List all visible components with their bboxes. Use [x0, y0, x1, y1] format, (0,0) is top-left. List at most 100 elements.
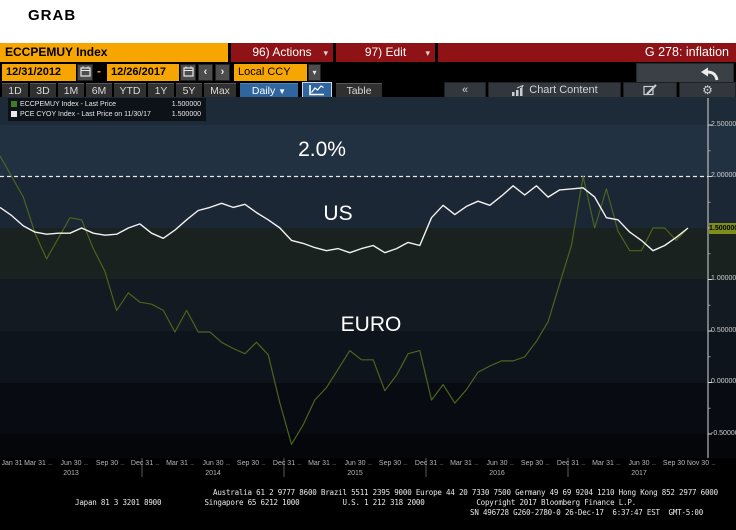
settings-button[interactable]: ⚙: [679, 82, 736, 98]
legend-label: ECCPEMUY Index - Last Price: [20, 100, 116, 108]
edit-menu-button[interactable]: 97) Edit ▾: [336, 43, 435, 62]
x-tick-label: Jun 30: [628, 460, 655, 467]
period-button-1d[interactable]: 1D: [2, 82, 28, 98]
chevron-down-icon: ▾: [323, 48, 328, 58]
chart-content-button[interactable]: Chart Content: [488, 82, 621, 98]
period-button-ytd[interactable]: YTD: [114, 82, 146, 98]
chart-background-band: [0, 383, 736, 434]
calendar-icon[interactable]: [77, 64, 93, 81]
period-button-6m[interactable]: 6M: [86, 82, 112, 98]
gear-icon: ⚙: [702, 83, 713, 97]
chart-toolbar-row: 1D 3D 1M 6M YTD 1Y 5Y Max Daily ▼ Table …: [0, 82, 736, 98]
series-line-euro: [0, 155, 689, 445]
y-tick-label: 2.500000: [711, 120, 736, 128]
chart-annotation: EURO: [340, 313, 402, 336]
chart-function-title: G 278: inflation: [438, 43, 736, 62]
chevron-down-icon: ▼: [278, 86, 287, 96]
x-tick-label: Jun 30: [60, 460, 87, 467]
footer-session-line: SN 496728 G260-2780-0 26-Dec-17 6:37:47 …: [470, 508, 704, 517]
period-button-1m[interactable]: 1M: [58, 82, 84, 98]
x-tick-label: Nov 30: [687, 460, 715, 467]
x-tick-label: Jun 30: [344, 460, 371, 467]
grab-header: GRAB: [0, 0, 736, 43]
undo-arrow-icon: [701, 67, 719, 81]
frequency-label: Daily: [251, 84, 276, 97]
frequency-dropdown[interactable]: Daily ▼: [240, 82, 298, 98]
chart-background-band: [0, 279, 736, 331]
legend-item-pce[interactable]: PCE CYOY Index - Last Price on 11/30/17 …: [11, 109, 203, 119]
y-tick-label: -0.500000: [711, 429, 736, 437]
table-view-button[interactable]: Table: [336, 82, 382, 98]
year-label: 2015: [347, 470, 363, 477]
line-chart-icon: [309, 85, 324, 96]
legend-swatch-green: [11, 101, 17, 107]
terminal-footer: Australia 61 2 9777 8600 Brazil 5511 239…: [0, 486, 736, 530]
x-tick-label: Dec 31: [273, 460, 301, 467]
chart-background-band: [0, 125, 736, 177]
chart-annotation: US: [323, 202, 353, 225]
actions-menu-button[interactable]: 96) Actions ▾: [231, 43, 333, 62]
period-button-1y[interactable]: 1Y: [148, 82, 174, 98]
bar-chart-icon: [512, 84, 525, 96]
date-range-row: 12/31/2012 - 12/26/2017 ‹ › Local CCY ▾: [0, 62, 736, 84]
date-to-input[interactable]: 12/26/2017: [107, 64, 179, 81]
series-line-us: [0, 185, 689, 254]
x-tick-label: Jun 30: [202, 460, 229, 467]
x-tick-label: Dec 31: [415, 460, 443, 467]
legend-value: 1.500000: [171, 110, 201, 118]
legend-label: PCE CYOY Index - Last Price on 11/30/17: [20, 110, 151, 118]
period-button-max[interactable]: Max: [204, 82, 236, 98]
year-label: 2017: [631, 470, 647, 477]
chart-legend: ECCPEMUY Index - Last Price 1.500000 PCE…: [8, 98, 206, 121]
chart-content-label: Chart Content: [529, 84, 598, 96]
y-tick-label: 0.500000: [711, 326, 736, 334]
date-next-button[interactable]: ›: [215, 64, 230, 81]
legend-swatch-white: [11, 111, 17, 117]
footer-contact-line1: Australia 61 2 9777 8600 Brazil 5511 239…: [213, 488, 718, 497]
edit-menu-label: 97) Edit: [364, 45, 407, 59]
x-tick-label: Sep 30: [237, 460, 265, 467]
line-chart-toggle-button[interactable]: [302, 82, 332, 98]
x-tick-label: Mar 31: [592, 460, 619, 467]
x-tick-label: Mar 31: [24, 460, 51, 467]
x-tick-label: Mar 31: [308, 460, 335, 467]
x-tick-label: Dec 31: [131, 460, 159, 467]
x-tick-label: Jan 31: [1, 460, 28, 467]
date-prev-button[interactable]: ‹: [198, 64, 213, 81]
chart-background-band: [0, 228, 736, 279]
date-separator: -: [97, 64, 101, 78]
actions-menu-label: 96) Actions: [252, 45, 312, 59]
year-label: 2014: [205, 470, 221, 477]
legend-value: 1.500000: [171, 100, 201, 108]
calendar-icon[interactable]: [180, 64, 196, 81]
undo-button[interactable]: [636, 63, 734, 83]
x-tick-label: Sep 30: [521, 460, 549, 467]
period-button-5y[interactable]: 5Y: [176, 82, 202, 98]
security-ticker-field[interactable]: ECCPEMUY Index: [0, 43, 228, 62]
chart-background-band: [0, 331, 736, 383]
year-label: 2016: [489, 470, 505, 477]
pencil-edit-icon: [642, 84, 657, 96]
chart-svg: [0, 98, 712, 477]
chart-plot-area[interactable]: ECCPEMUY Index - Last Price 1.500000 PCE…: [0, 97, 736, 482]
x-tick-label: Sep 30: [379, 460, 407, 467]
date-from-input[interactable]: 12/31/2012: [2, 64, 76, 81]
x-tick-label: Jun 30: [486, 460, 513, 467]
terminal-menu-bar: ECCPEMUY Index 96) Actions ▾ 97) Edit ▾ …: [0, 43, 736, 62]
legend-item-eccpemuy[interactable]: ECCPEMUY Index - Last Price 1.500000: [11, 99, 203, 109]
collapse-panel-button[interactable]: «: [444, 82, 486, 98]
annotate-button[interactable]: [623, 82, 677, 98]
last-price-badge: 1.500000: [709, 222, 736, 234]
period-button-3d[interactable]: 3D: [30, 82, 56, 98]
currency-dropdown-button[interactable]: ▾: [308, 64, 321, 81]
chart-annotation: 2.0%: [298, 138, 346, 161]
currency-selector[interactable]: Local CCY: [234, 64, 307, 81]
chevron-down-icon: ▾: [425, 48, 430, 58]
x-tick-label: Mar 31: [166, 460, 193, 467]
grab-title: GRAB: [28, 7, 77, 24]
x-tick-label: Sep 30: [96, 460, 124, 467]
